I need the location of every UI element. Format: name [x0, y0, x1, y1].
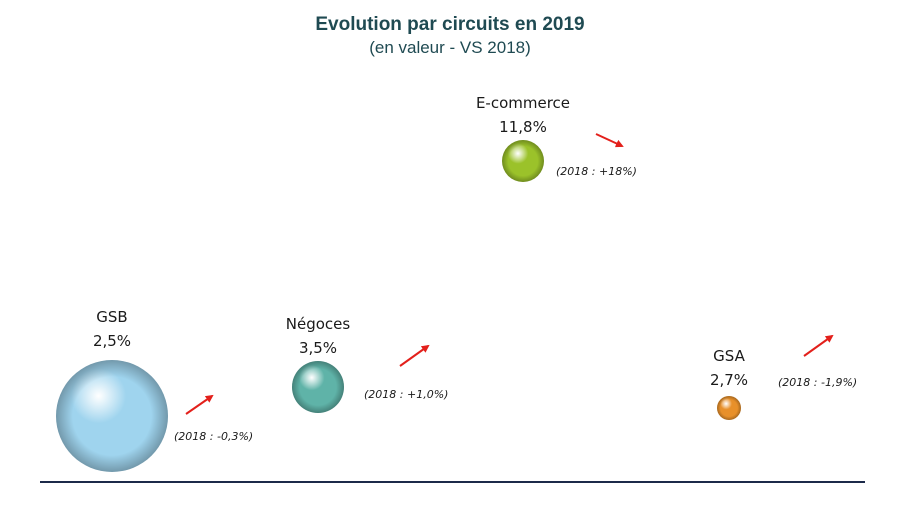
trend-arrow-icon-gsa [803, 334, 834, 357]
note-2018-gsb: (2018 : -0,3%) [174, 430, 253, 443]
label-gsa: GSA [713, 347, 745, 365]
chart-title: Evolution par circuits en 2019 [315, 14, 585, 35]
trend-arrow-icon-e-commerce [595, 133, 624, 148]
label-e-commerce: E-commerce [476, 94, 570, 112]
chart-subtitle: (en valeur - VS 2018) [369, 38, 531, 57]
trend-arrow-icon-gsb [185, 394, 214, 415]
bubble-shade-n-goces [292, 361, 344, 413]
bubble-shade-gsa [717, 396, 741, 420]
bubble-shade-gsb [56, 360, 168, 472]
label-gsb: GSB [96, 308, 127, 326]
value-label-e-commerce: 11,8% [499, 118, 547, 136]
label-n-goces: Négoces [286, 315, 351, 333]
note-2018-n-goces: (2018 : +1,0%) [364, 388, 448, 401]
note-2018-e-commerce: (2018 : +18%) [556, 165, 637, 178]
value-label-n-goces: 3,5% [299, 339, 337, 357]
value-label-gsa: 2,7% [710, 371, 748, 389]
note-2018-gsa: (2018 : -1,9%) [778, 376, 857, 389]
value-label-gsb: 2,5% [93, 332, 131, 350]
trend-arrow-icon-n-goces [399, 344, 430, 367]
bubble-shade-e-commerce [502, 140, 544, 182]
